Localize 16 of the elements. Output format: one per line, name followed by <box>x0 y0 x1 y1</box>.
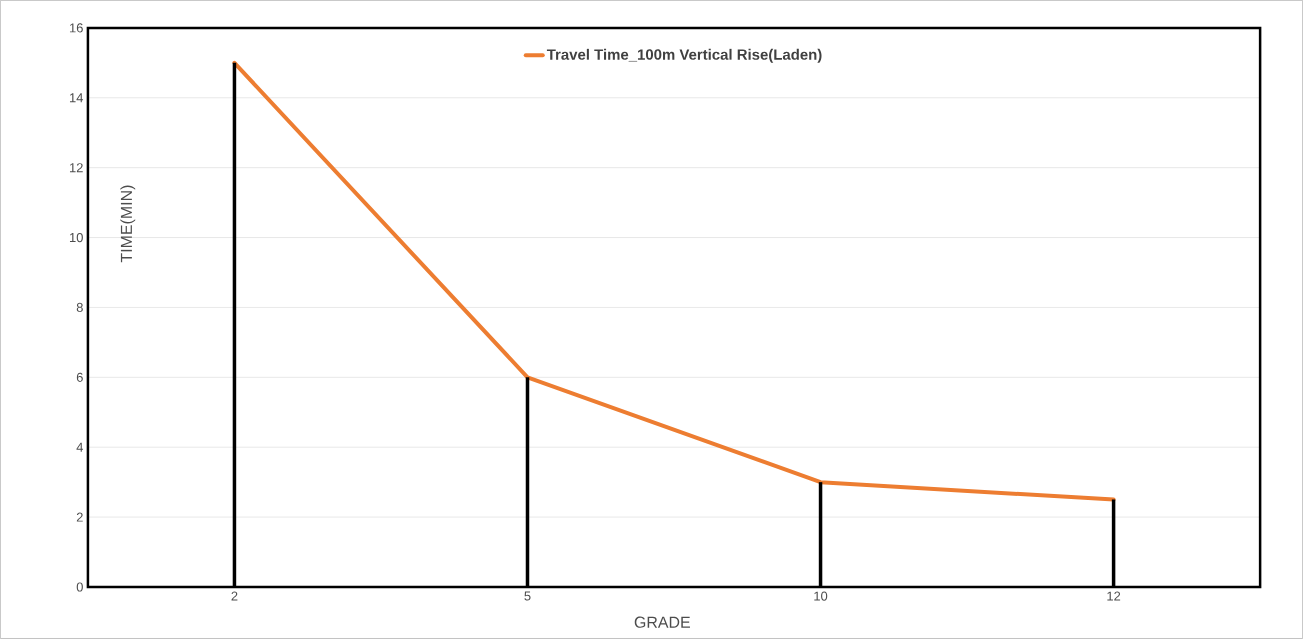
y-axis-title: TIME(MIN) <box>120 185 136 263</box>
y-tick-label: 6 <box>76 372 83 382</box>
x-tick-label: 2 <box>231 591 238 601</box>
x-axis-title: GRADE <box>634 616 690 628</box>
y-tick-label: 0 <box>76 582 83 592</box>
legend-label: Travel Time_100m Vertical Rise(Laden) <box>546 48 822 63</box>
y-tick-label: 16 <box>69 23 83 33</box>
y-tick-label: 12 <box>69 163 83 173</box>
y-tick-label: 14 <box>69 93 84 103</box>
x-tick-label: 10 <box>814 591 828 601</box>
y-tick-label: 4 <box>76 442 84 452</box>
y-tick-label: 10 <box>69 233 83 243</box>
y-tick-label: 8 <box>76 302 83 313</box>
x-tick-label: 5 <box>524 591 531 601</box>
x-tick-label: 12 <box>1107 591 1121 601</box>
y-tick-label: 2 <box>76 512 83 522</box>
